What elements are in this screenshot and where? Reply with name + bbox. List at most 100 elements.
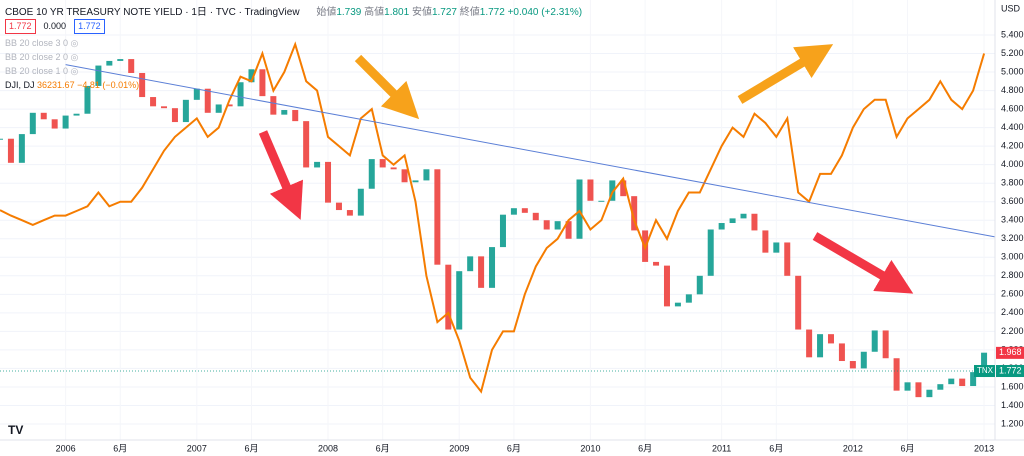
plot <box>0 34 996 425</box>
candle <box>882 330 889 359</box>
y-tick-label: 5.000 <box>1001 66 1024 76</box>
candle <box>171 108 178 123</box>
candle <box>948 378 955 385</box>
candle <box>871 330 878 352</box>
candle <box>718 223 725 230</box>
candle <box>981 352 988 373</box>
price-tag: 1.968 <box>999 347 1022 357</box>
y-tick-label: 4.400 <box>1001 122 1024 132</box>
ohlc-label: 安値 <box>411 7 432 18</box>
candle <box>193 88 200 100</box>
candle <box>827 334 834 344</box>
candle <box>576 179 583 239</box>
candle <box>423 169 430 181</box>
candle <box>73 113 80 116</box>
candle <box>773 242 780 253</box>
candle <box>204 88 211 113</box>
arrow <box>812 232 914 294</box>
indicator[interactable]: BB 20 close 3 0 ◎ <box>5 38 79 48</box>
candle <box>663 265 670 307</box>
candle <box>248 69 255 83</box>
price-box[interactable]: 1.772 <box>5 19 36 34</box>
y-tick-label: 1.600 <box>1001 381 1024 391</box>
x-tick-label: 6月 <box>113 443 127 453</box>
candle <box>543 220 550 230</box>
candle <box>84 85 91 114</box>
candle <box>620 180 627 197</box>
x-tick-label: 2011 <box>712 443 731 453</box>
candle <box>325 161 332 203</box>
y-tick-label: 4.200 <box>1001 141 1024 151</box>
trendline <box>65 64 996 238</box>
line-series <box>0 41 986 394</box>
price-box[interactable]: 1.772 <box>74 19 105 34</box>
candle <box>95 65 102 86</box>
candle <box>106 60 113 66</box>
candle <box>926 389 933 398</box>
symbol-title[interactable]: CBOE 10 YR TREASURY NOTE YIELD · 1日 · TV… <box>5 7 300 18</box>
candle <box>631 196 638 231</box>
candle <box>379 159 386 168</box>
candle <box>860 351 867 369</box>
candle <box>467 256 474 272</box>
currency[interactable]: USD <box>1001 3 1021 13</box>
indicator[interactable]: BB 20 close 1 0 ◎ <box>5 66 79 76</box>
y-tick-label: 3.000 <box>1001 252 1024 262</box>
candle <box>729 218 736 224</box>
candle <box>40 112 47 120</box>
ohlc-value: 1.801 <box>384 7 410 18</box>
candle <box>401 169 408 183</box>
candle <box>707 229 714 276</box>
candle <box>784 242 791 276</box>
arrow <box>737 44 834 104</box>
candle <box>270 96 277 115</box>
candle <box>653 261 660 266</box>
candle <box>346 210 353 216</box>
candle <box>937 384 944 390</box>
x-tick-label: 2006 <box>56 443 76 453</box>
candle <box>51 119 58 129</box>
candle <box>532 212 539 221</box>
candle <box>489 247 496 288</box>
candle <box>357 188 364 216</box>
candle <box>390 167 397 170</box>
candle <box>696 275 703 295</box>
candle <box>970 372 977 387</box>
candle <box>674 302 681 307</box>
candle <box>434 169 441 265</box>
compare-change: −4.81 (−0.01%) <box>77 80 140 90</box>
candle <box>795 275 802 330</box>
candle <box>161 106 168 109</box>
candle <box>817 334 824 358</box>
candle <box>806 329 813 358</box>
x-tick-label: 6月 <box>244 443 258 453</box>
candle <box>303 121 310 168</box>
candle <box>335 202 342 211</box>
price-box: 0.000 <box>43 21 67 31</box>
candle <box>62 115 69 129</box>
candle <box>0 138 3 140</box>
candle <box>117 59 124 61</box>
y-tick-label: 4.800 <box>1001 85 1024 95</box>
y-tick-label: 3.400 <box>1001 215 1024 225</box>
price-tag: 1.772 <box>999 365 1022 375</box>
y-tick-label: 2.200 <box>1001 326 1024 336</box>
candle <box>959 378 966 387</box>
change: +0.040 (+2.31%) <box>507 7 583 18</box>
compare[interactable]: DJI, DJ 36231.67 −4.81 (−0.01%) <box>5 80 139 90</box>
x-tick-label: 2008 <box>318 443 338 453</box>
x-tick-label: 2013 <box>974 443 994 453</box>
candle <box>565 221 572 239</box>
candle <box>237 82 244 107</box>
candle <box>281 110 288 115</box>
candle <box>740 213 747 219</box>
arrow <box>354 54 420 120</box>
y-tick-label: 1.400 <box>1001 400 1024 410</box>
candle <box>139 72 146 98</box>
ohlc-label: 終値 <box>459 7 480 18</box>
candle <box>915 382 922 398</box>
indicator[interactable]: BB 20 close 2 0 ◎ <box>5 52 79 62</box>
ohlc-value: 1.739 <box>336 7 362 18</box>
